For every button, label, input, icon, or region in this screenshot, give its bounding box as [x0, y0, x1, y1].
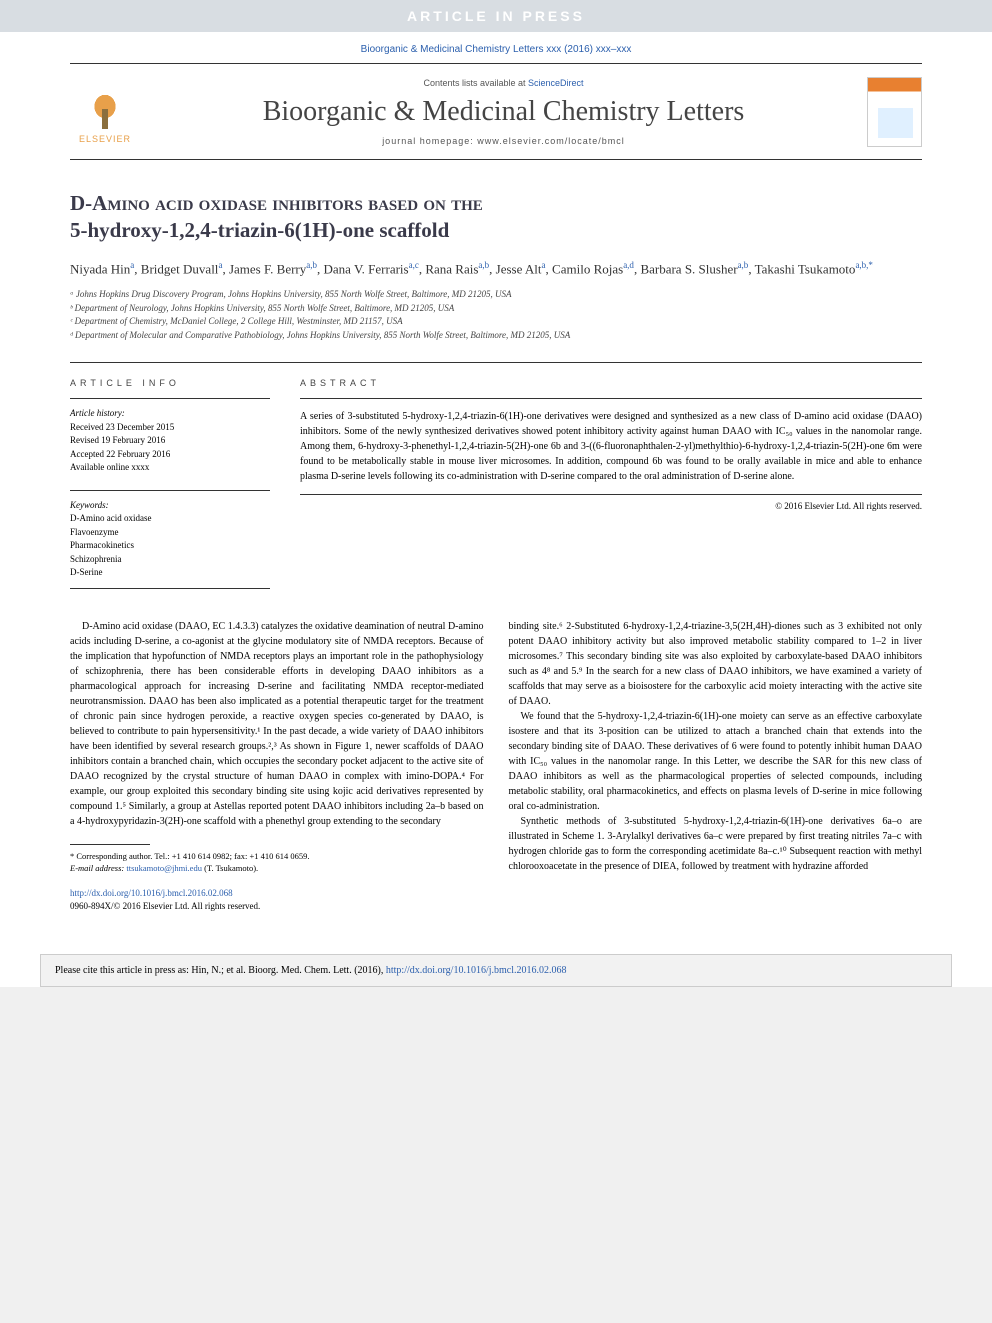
keywords-label: Keywords:	[70, 499, 270, 513]
copyright: © 2016 Elsevier Ltd. All rights reserved…	[300, 501, 922, 511]
journal-title: Bioorganic & Medicinal Chemistry Letters	[140, 96, 867, 128]
doi-link[interactable]: http://dx.doi.org/10.1016/j.bmcl.2016.02…	[70, 888, 233, 898]
corresponding-author: * Corresponding author. Tel.: +1 410 614…	[70, 851, 484, 863]
body-para-2: binding site.⁶ 2-Substituted 6-hydroxy-1…	[509, 619, 923, 709]
author-list: Niyada Hina, Bridget Duvalla, James F. B…	[70, 259, 922, 279]
citation-line: Bioorganic & Medicinal Chemistry Letters…	[0, 32, 992, 63]
history-label: Article history:	[70, 407, 270, 421]
body-para-3: We found that the 5-hydroxy-1,2,4-triazi…	[509, 709, 923, 814]
title-line1: D-Amino acid oxidase inhibitors based on…	[70, 191, 483, 215]
contents-prefix: Contents lists available at	[423, 78, 528, 88]
column-right: binding site.⁶ 2-Substituted 6-hydroxy-1…	[509, 619, 923, 914]
abstract-heading: ABSTRACT	[300, 378, 922, 388]
sciencedirect-link[interactable]: ScienceDirect	[528, 78, 584, 88]
article-info: ARTICLE INFO Article history: Received 2…	[70, 378, 270, 589]
keywords: Keywords: D-Amino acid oxidaseFlavoenzym…	[70, 490, 270, 589]
title-line2: 5-hydroxy-1,2,4-triazin-6(1H)-one scaffo…	[70, 218, 449, 242]
elsevier-text: ELSEVIER	[79, 134, 131, 144]
footnotes: * Corresponding author. Tel.: +1 410 614…	[70, 851, 484, 875]
email-line: E-mail address: ttsukamoto@jhmi.edu (T. …	[70, 863, 484, 875]
homepage-line: journal homepage: www.elsevier.com/locat…	[140, 136, 867, 146]
abstract-text: A series of 3-substituted 5-hydroxy-1,2,…	[300, 398, 922, 495]
keywords-list: D-Amino acid oxidaseFlavoenzymePharmacok…	[70, 512, 270, 580]
page: ARTICLE IN PRESS Bioorganic & Medicinal …	[0, 0, 992, 987]
elsevier-tree-icon	[80, 79, 130, 134]
history-revised: Revised 19 February 2016	[70, 434, 270, 448]
journal-cover-thumbnail	[867, 77, 922, 147]
info-abstract-row: ARTICLE INFO Article history: Received 2…	[70, 362, 922, 589]
homepage-url: www.elsevier.com/locate/bmcl	[477, 136, 625, 146]
article-in-press-banner: ARTICLE IN PRESS	[0, 0, 992, 32]
article-history: Article history: Received 23 December 20…	[70, 398, 270, 475]
cite-footer: Please cite this article in press as: Hi…	[40, 954, 952, 987]
body-columns: D-Amino acid oxidase (DAAO, EC 1.4.3.3) …	[70, 619, 922, 914]
homepage-prefix: journal homepage:	[382, 136, 477, 146]
email-suffix: (T. Tsukamoto).	[202, 863, 258, 873]
history-received: Received 23 December 2015	[70, 421, 270, 435]
article-info-heading: ARTICLE INFO	[70, 378, 270, 388]
cite-doi-link[interactable]: http://dx.doi.org/10.1016/j.bmcl.2016.02…	[386, 965, 567, 976]
column-left: D-Amino acid oxidase (DAAO, EC 1.4.3.3) …	[70, 619, 484, 914]
masthead-center: Contents lists available at ScienceDirec…	[140, 78, 867, 146]
corresponding-email-link[interactable]: ttsukamoto@jhmi.edu	[126, 863, 202, 873]
affiliations: ᵃ Johns Hopkins Drug Discovery Program, …	[70, 288, 922, 342]
doi-block: http://dx.doi.org/10.1016/j.bmcl.2016.02…	[70, 887, 484, 914]
history-accepted: Accepted 22 February 2016	[70, 448, 270, 462]
body-para-4: Synthetic methods of 3-substituted 5-hyd…	[509, 814, 923, 874]
body-para-1: D-Amino acid oxidase (DAAO, EC 1.4.3.3) …	[70, 619, 484, 829]
abstract-block: ABSTRACT A series of 3-substituted 5-hyd…	[300, 378, 922, 589]
contents-line: Contents lists available at ScienceDirec…	[140, 78, 867, 88]
elsevier-logo: ELSEVIER	[70, 74, 140, 149]
email-label: E-mail address:	[70, 863, 126, 873]
masthead: ELSEVIER Contents lists available at Sci…	[70, 63, 922, 160]
cite-prefix: Please cite this article in press as: Hi…	[55, 965, 386, 976]
article-title: D-Amino acid oxidase inhibitors based on…	[70, 190, 922, 245]
footnote-separator	[70, 844, 150, 845]
history-online: Available online xxxx	[70, 461, 270, 475]
doi-copyright: 0960-894X/© 2016 Elsevier Ltd. All right…	[70, 901, 260, 911]
article-body: D-Amino acid oxidase inhibitors based on…	[0, 160, 992, 934]
